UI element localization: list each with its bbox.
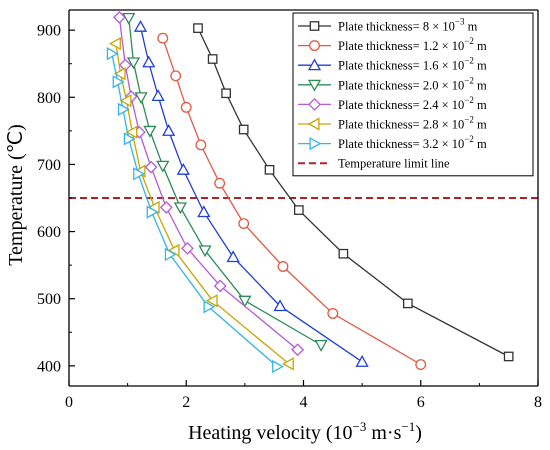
data-point-s6-3: [119, 94, 132, 108]
data-point-s7-6: [146, 205, 159, 219]
data-point-s2-9: [415, 359, 427, 370]
legend-label-3: Plate thickness= 1.6 × 10−2 m: [338, 56, 487, 73]
legend-marker-7: [309, 136, 322, 151]
data-point-s1-6: [293, 205, 304, 215]
data-point-s3-7: [226, 250, 240, 263]
data-point-s5-8: [213, 279, 227, 293]
data-point-s4-5: [156, 160, 170, 173]
data-point-s7-2: [112, 75, 125, 89]
legend: Plate thickness= 8 × 10−3 m Plate thickne…: [292, 12, 534, 177]
legend-box: [292, 12, 534, 177]
y-axis-title: Temperature (℃): [5, 124, 27, 266]
legend-marker-1: [309, 21, 320, 31]
x-axis-title-unit: m·s: [366, 422, 401, 444]
data-point-s7-3: [117, 102, 130, 116]
data-point-s1-5: [264, 164, 275, 175]
axes: 0 2 4 6 8 400 500 600 700 800 900: [37, 9, 542, 411]
x-axis-title: Heating velocity (10−3 m·s−1): [188, 419, 422, 444]
legend-label-1: Plate thickness= 8 × 10−3 m: [338, 17, 478, 34]
data-point-s2-7: [277, 261, 289, 272]
data-point-s4-8: [238, 295, 252, 308]
data-point-s3-9: [355, 354, 369, 367]
data-point-s2-8: [327, 308, 339, 319]
data-point-s1-3: [221, 88, 231, 99]
data-point-s7-4: [123, 132, 136, 146]
y-tick-label-600: 600: [37, 224, 61, 241]
y-tick-label-800: 800: [37, 90, 61, 107]
x-tick-label-8: 8: [534, 394, 542, 411]
data-point-s6-4: [125, 125, 138, 139]
legend-label-2: Plate thickness= 1.2 × 10−2 m: [338, 36, 487, 53]
x-tick-label-0: 0: [65, 394, 73, 411]
legend-marker-6: [307, 117, 320, 131]
data-point-s5-1: [112, 10, 126, 24]
data-point-s4-1: [122, 13, 136, 25]
x-axis-title-exp: −3: [353, 419, 367, 434]
data-point-s1-1: [193, 23, 203, 33]
legend-label-7: Plate thickness= 3.2 × 10−2 m: [338, 134, 487, 151]
data-point-s2-4: [195, 139, 207, 151]
x-tick-label-2: 2: [182, 394, 190, 411]
x-axis-title-close: ): [415, 422, 422, 444]
data-point-s7-7: [164, 247, 177, 262]
data-point-s6-9: [282, 357, 294, 371]
y-tick-label-900: 900: [37, 23, 61, 40]
x-tick-label-6: 6: [417, 394, 425, 411]
data-point-s3-5: [176, 162, 190, 175]
y-tick-label-700: 700: [37, 157, 61, 174]
data-point-s1-2: [207, 54, 218, 64]
series-line-7: [111, 53, 278, 367]
data-point-s6-8: [205, 294, 218, 308]
data-point-s3-6: [197, 205, 211, 218]
data-point-s6-1: [109, 36, 121, 51]
legend-marker-5: [308, 97, 321, 111]
x-tick-label-4: 4: [300, 394, 308, 411]
data-point-s7-5: [133, 167, 146, 181]
data-point-s7-8: [203, 300, 216, 314]
data-point-s3-1: [133, 19, 148, 32]
data-point-s7-1: [106, 47, 119, 61]
data-point-s5-7: [181, 241, 194, 255]
data-point-s2-6: [238, 218, 250, 229]
data-point-s5-9: [291, 343, 305, 357]
legend-marker-3: [307, 58, 322, 71]
x-axis-title-main: Heating velocity (10: [188, 422, 352, 444]
data-point-s1-9: [503, 351, 514, 362]
data-point-s2-1: [157, 32, 169, 44]
legend-label-4: Plate thickness= 2.0 × 10−2 m: [338, 75, 487, 92]
data-point-s3-3: [151, 89, 165, 101]
series-line-4: [128, 18, 322, 346]
data-point-s2-3: [180, 101, 192, 113]
data-point-s3-2: [142, 55, 156, 68]
data-point-s6-2: [113, 67, 126, 81]
data-point-s4-2: [126, 57, 141, 70]
legend-label-limit: Temperature limit line: [338, 157, 450, 171]
data-point-s2-2: [170, 70, 182, 82]
x-axis-title-unit-exp: −1: [401, 419, 415, 434]
series-line-6: [115, 43, 290, 365]
legend-marker-4: [307, 79, 322, 92]
data-point-s1-7: [338, 248, 349, 259]
data-point-s5-6: [159, 200, 173, 214]
legend-label-5: Plate thickness= 2.4 × 10−2 m: [338, 95, 487, 112]
plot-area: [69, 10, 538, 374]
data-point-s4-3: [134, 92, 148, 105]
legend-marker-2: [309, 40, 320, 52]
data-point-s4-6: [173, 202, 187, 215]
data-point-s1-4: [238, 124, 249, 135]
data-point-s2-5: [214, 177, 226, 189]
data-point-s4-4: [143, 125, 157, 138]
data-point-s5-5: [144, 160, 158, 174]
data-point-s7-9: [272, 359, 284, 374]
data-point-s3-8: [273, 299, 287, 312]
y-tick-label-500: 500: [37, 291, 61, 308]
data-point-s1-8: [403, 298, 413, 309]
data-point-s4-7: [198, 245, 212, 258]
legend-label-6: Plate thickness= 2.8 × 10−2 m: [338, 115, 487, 132]
y-tick-label-400: 400: [37, 358, 61, 375]
data-point-s4-9: [314, 339, 328, 352]
data-point-s3-4: [162, 124, 176, 136]
